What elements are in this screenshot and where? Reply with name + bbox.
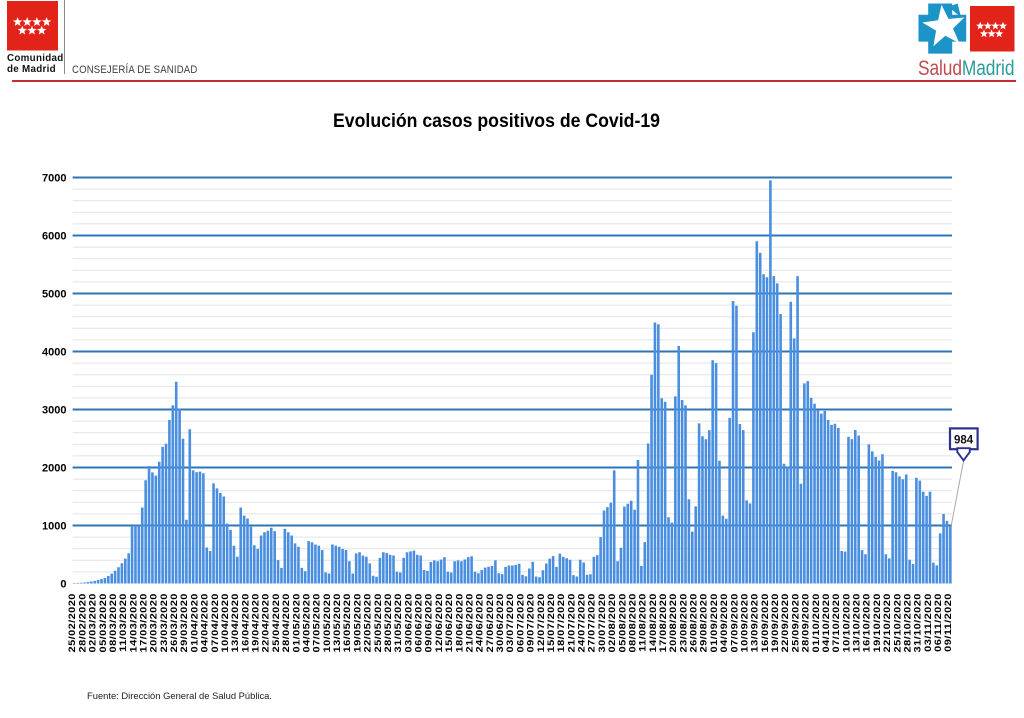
svg-text:09/06/2020: 09/06/2020 [425,593,435,652]
svg-text:31/05/2020: 31/05/2020 [394,593,404,652]
svg-text:07/05/2020: 07/05/2020 [312,593,322,652]
svg-text:22/05/2020: 22/05/2020 [363,593,373,652]
svg-text:06/06/2020: 06/06/2020 [414,593,424,652]
svg-text:20/08/2020: 20/08/2020 [669,593,679,652]
svg-text:7000: 7000 [42,172,66,184]
svg-text:05/03/2020: 05/03/2020 [99,593,109,652]
svg-text:10/09/2020: 10/09/2020 [740,593,750,652]
svg-text:2000: 2000 [42,462,66,474]
svg-text:29/08/2020: 29/08/2020 [700,593,710,652]
svg-text:5000: 5000 [42,288,66,300]
svg-text:31/10/2020: 31/10/2020 [913,593,923,652]
svg-text:08/03/2020: 08/03/2020 [109,593,119,652]
svg-text:30/06/2020: 30/06/2020 [496,593,506,652]
svg-text:08/08/2020: 08/08/2020 [628,593,638,652]
svg-text:14/08/2020: 14/08/2020 [649,593,659,652]
svg-text:984: 984 [954,435,974,447]
svg-text:22/09/2020: 22/09/2020 [781,593,791,652]
svg-text:27/06/2020: 27/06/2020 [486,593,496,652]
svg-text:02/03/2020: 02/03/2020 [88,593,98,652]
svg-text:11/03/2020: 11/03/2020 [119,593,129,652]
svg-text:30/07/2020: 30/07/2020 [598,593,608,652]
svg-text:22/10/2020: 22/10/2020 [883,593,893,652]
svg-text:10/05/2020: 10/05/2020 [323,593,333,652]
svg-text:28/02/2020: 28/02/2020 [78,593,88,652]
svg-text:17/08/2020: 17/08/2020 [659,593,669,652]
svg-text:23/08/2020: 23/08/2020 [679,593,689,652]
svg-text:19/04/2020: 19/04/2020 [251,593,261,652]
svg-text:16/04/2020: 16/04/2020 [241,593,251,652]
svg-text:28/05/2020: 28/05/2020 [384,593,394,652]
svg-text:24/06/2020: 24/06/2020 [475,593,485,652]
svg-text:04/10/2020: 04/10/2020 [822,593,832,652]
svg-text:28/04/2020: 28/04/2020 [282,593,292,652]
svg-text:16/09/2020: 16/09/2020 [761,593,771,652]
svg-text:10/04/2020: 10/04/2020 [221,593,231,652]
svg-text:27/07/2020: 27/07/2020 [588,593,598,652]
svg-text:03/07/2020: 03/07/2020 [506,593,516,652]
svg-text:19/05/2020: 19/05/2020 [353,593,363,652]
svg-text:03/06/2020: 03/06/2020 [404,593,414,652]
svg-text:0: 0 [60,578,66,590]
svg-text:26/08/2020: 26/08/2020 [689,593,699,652]
svg-text:09/11/2020: 09/11/2020 [944,593,954,652]
svg-text:21/06/2020: 21/06/2020 [465,593,475,652]
svg-text:17/03/2020: 17/03/2020 [139,593,149,652]
svg-text:18/07/2020: 18/07/2020 [557,593,567,652]
svg-text:13/10/2020: 13/10/2020 [852,593,862,652]
svg-text:01/10/2020: 01/10/2020 [812,593,822,652]
svg-text:19/09/2020: 19/09/2020 [771,593,781,652]
svg-text:25/02/2020: 25/02/2020 [68,593,78,652]
svg-text:26/03/2020: 26/03/2020 [170,593,180,652]
svg-text:07/04/2020: 07/04/2020 [211,593,221,652]
svg-text:02/08/2020: 02/08/2020 [608,593,618,652]
svg-text:04/09/2020: 04/09/2020 [720,593,730,652]
svg-text:3000: 3000 [42,404,66,416]
svg-text:03/11/2020: 03/11/2020 [924,593,934,652]
svg-text:24/07/2020: 24/07/2020 [577,593,587,652]
svg-text:25/04/2020: 25/04/2020 [272,593,282,652]
svg-text:29/03/2020: 29/03/2020 [180,593,190,652]
svg-text:14/03/2020: 14/03/2020 [129,593,139,652]
svg-text:13/05/2020: 13/05/2020 [333,593,343,652]
svg-text:07/09/2020: 07/09/2020 [730,593,740,652]
svg-text:05/08/2020: 05/08/2020 [618,593,628,652]
svg-text:4000: 4000 [42,346,66,358]
svg-text:11/08/2020: 11/08/2020 [638,593,648,652]
svg-text:15/06/2020: 15/06/2020 [445,593,455,652]
svg-text:22/04/2020: 22/04/2020 [262,593,272,652]
svg-text:25/10/2020: 25/10/2020 [893,593,903,652]
svg-text:21/07/2020: 21/07/2020 [567,593,577,652]
svg-text:04/04/2020: 04/04/2020 [200,593,210,652]
svg-text:16/10/2020: 16/10/2020 [863,593,873,652]
svg-text:6000: 6000 [42,230,66,242]
svg-text:09/07/2020: 09/07/2020 [526,593,536,652]
svg-text:01/09/2020: 01/09/2020 [710,593,720,652]
svg-text:04/05/2020: 04/05/2020 [302,593,312,652]
svg-text:23/03/2020: 23/03/2020 [160,593,170,652]
svg-text:06/11/2020: 06/11/2020 [934,593,944,652]
svg-text:06/07/2020: 06/07/2020 [516,593,526,652]
svg-text:16/05/2020: 16/05/2020 [343,593,353,652]
svg-text:13/09/2020: 13/09/2020 [751,593,761,652]
svg-text:15/07/2020: 15/07/2020 [547,593,557,652]
svg-text:25/09/2020: 25/09/2020 [791,593,801,652]
svg-text:13/04/2020: 13/04/2020 [231,593,241,652]
svg-text:18/06/2020: 18/06/2020 [455,593,465,652]
svg-text:01/05/2020: 01/05/2020 [292,593,302,652]
svg-text:19/10/2020: 19/10/2020 [873,593,883,652]
svg-text:12/06/2020: 12/06/2020 [435,593,445,652]
svg-text:07/10/2020: 07/10/2020 [832,593,842,652]
svg-text:28/09/2020: 28/09/2020 [801,593,811,652]
svg-text:1000: 1000 [42,520,66,532]
svg-text:25/05/2020: 25/05/2020 [374,593,384,652]
svg-text:01/04/2020: 01/04/2020 [190,593,200,652]
svg-text:10/10/2020: 10/10/2020 [842,593,852,652]
svg-text:12/07/2020: 12/07/2020 [537,593,547,652]
svg-text:20/03/2020: 20/03/2020 [150,593,160,652]
svg-text:28/10/2020: 28/10/2020 [903,593,913,652]
